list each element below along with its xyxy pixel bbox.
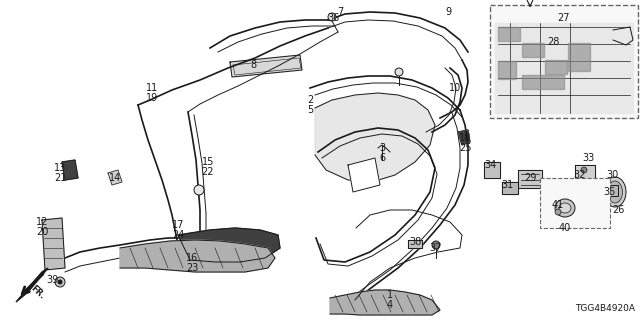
Text: 2: 2 <box>307 95 313 105</box>
Text: 23: 23 <box>186 263 198 273</box>
Circle shape <box>555 209 561 215</box>
Text: 6: 6 <box>379 153 385 163</box>
Circle shape <box>395 68 403 76</box>
Text: 24: 24 <box>172 230 184 240</box>
Text: 40: 40 <box>559 223 571 233</box>
Polygon shape <box>348 158 380 192</box>
Text: 4: 4 <box>387 300 393 310</box>
Circle shape <box>581 167 587 173</box>
Text: 38: 38 <box>409 237 421 247</box>
Ellipse shape <box>559 203 571 213</box>
Polygon shape <box>545 60 567 74</box>
Polygon shape <box>502 182 518 194</box>
Text: 31: 31 <box>501 180 513 190</box>
Text: 22: 22 <box>202 167 214 177</box>
Polygon shape <box>606 185 618 196</box>
Ellipse shape <box>607 181 623 203</box>
Text: 15: 15 <box>202 157 214 167</box>
Polygon shape <box>178 228 280 262</box>
Polygon shape <box>484 162 500 178</box>
Text: 5: 5 <box>307 105 313 115</box>
Polygon shape <box>498 61 516 79</box>
Text: 12: 12 <box>36 217 48 227</box>
Text: 27: 27 <box>557 13 569 23</box>
Text: 29: 29 <box>524 173 536 183</box>
Text: 14: 14 <box>109 173 121 183</box>
Polygon shape <box>230 55 302 77</box>
Text: 41: 41 <box>552 200 564 210</box>
Polygon shape <box>408 240 422 248</box>
Text: 1: 1 <box>387 290 393 300</box>
Polygon shape <box>522 43 544 57</box>
Polygon shape <box>458 130 470 145</box>
Circle shape <box>194 185 204 195</box>
Circle shape <box>432 241 440 249</box>
Polygon shape <box>42 218 65 270</box>
Text: 3: 3 <box>379 143 385 153</box>
Polygon shape <box>120 240 275 272</box>
Text: 8: 8 <box>250 60 256 70</box>
Polygon shape <box>518 170 542 188</box>
Circle shape <box>55 277 65 287</box>
Text: TGG4B4920A: TGG4B4920A <box>575 304 635 313</box>
Bar <box>490 5 638 118</box>
Text: 37: 37 <box>429 243 441 253</box>
Polygon shape <box>315 93 435 182</box>
Text: 10: 10 <box>449 83 461 93</box>
Text: 9: 9 <box>445 7 451 17</box>
Polygon shape <box>568 43 590 71</box>
Ellipse shape <box>555 199 575 217</box>
Text: 18: 18 <box>459 133 471 143</box>
Text: 20: 20 <box>36 227 48 237</box>
Polygon shape <box>498 27 520 41</box>
Polygon shape <box>495 23 633 113</box>
Text: 39: 39 <box>46 275 58 285</box>
Text: 30: 30 <box>606 170 618 180</box>
Text: 11: 11 <box>146 83 158 93</box>
Text: 35: 35 <box>604 187 616 197</box>
Text: 16: 16 <box>186 253 198 263</box>
Text: 28: 28 <box>547 37 559 47</box>
Ellipse shape <box>604 177 626 207</box>
Circle shape <box>328 13 336 21</box>
Text: 13: 13 <box>54 163 66 173</box>
Polygon shape <box>108 170 122 185</box>
Text: 17: 17 <box>172 220 184 230</box>
Circle shape <box>58 279 63 284</box>
Text: 32: 32 <box>574 170 586 180</box>
Text: 33: 33 <box>582 153 594 163</box>
Text: 7: 7 <box>337 7 343 17</box>
Text: 34: 34 <box>484 160 496 170</box>
Text: 25: 25 <box>459 143 471 153</box>
Text: FR.: FR. <box>29 284 47 300</box>
Polygon shape <box>575 165 595 182</box>
Bar <box>540 178 610 228</box>
Polygon shape <box>16 268 48 302</box>
Polygon shape <box>330 290 440 315</box>
Text: 19: 19 <box>146 93 158 103</box>
Polygon shape <box>62 160 78 180</box>
Text: 21: 21 <box>54 173 66 183</box>
Text: 36: 36 <box>327 13 339 23</box>
Polygon shape <box>522 75 564 89</box>
Text: 26: 26 <box>612 205 624 215</box>
